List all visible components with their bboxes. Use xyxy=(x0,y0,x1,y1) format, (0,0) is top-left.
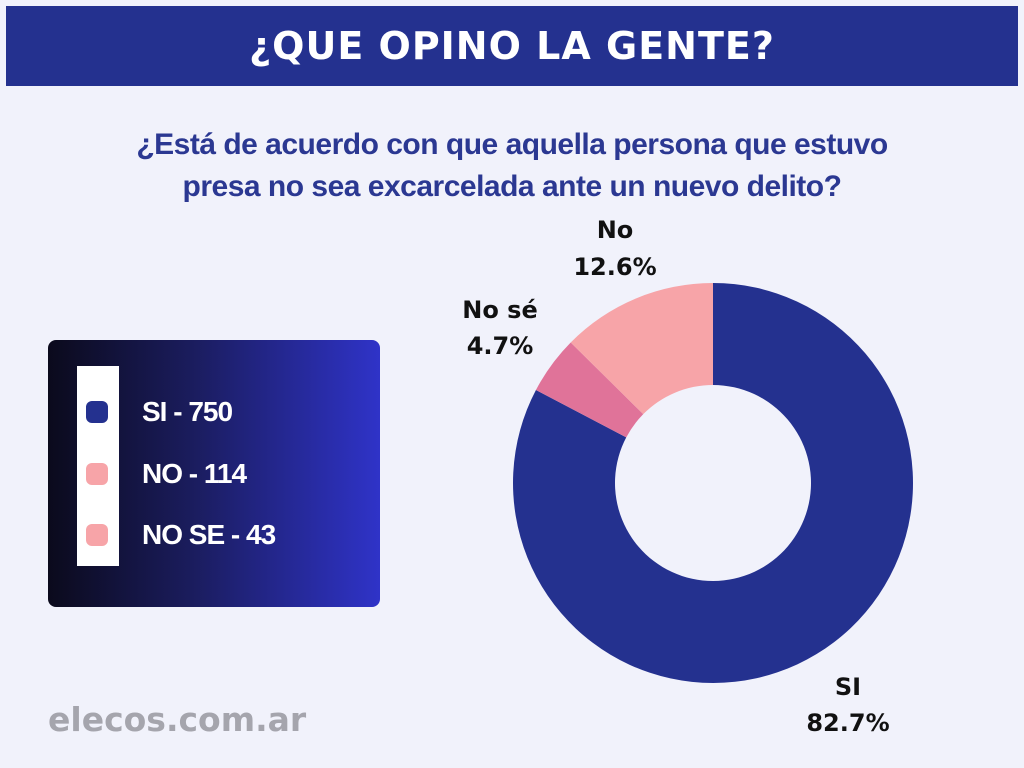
legend-label-si: SI - 750 xyxy=(142,396,233,427)
slice-label-si-value: 82.7% xyxy=(806,709,889,737)
legend-label-no: NO - 114 xyxy=(142,458,247,489)
legend-swatch-no xyxy=(86,463,108,485)
question-line-2: presa no sea excarcelada ante un nuevo d… xyxy=(182,170,842,203)
donut-slices xyxy=(512,283,913,683)
footer-site: elecos.com.ar xyxy=(48,700,307,739)
legend-swatch-si xyxy=(86,401,108,423)
legend-item-si: SI - 750 xyxy=(86,396,233,428)
slice-label-nose-name: No sé xyxy=(462,296,538,324)
slice-label-si-name: SI xyxy=(835,673,861,701)
slice-label-no-value: 12.6% xyxy=(573,253,656,281)
donut-slice-nose xyxy=(535,342,644,438)
legend-item-nose: NO SE - 43 xyxy=(86,519,276,551)
legend-label-nose: NO SE - 43 xyxy=(142,519,276,550)
page-title: ¿QUE OPINO LA GENTE? xyxy=(249,24,775,68)
legend-item-no: NO - 114 xyxy=(86,458,247,490)
slice-label-no-name: No xyxy=(597,216,634,244)
survey-question: ¿Está de acuerdo con que aquella persona… xyxy=(20,124,1004,208)
question-line-1: ¿Está de acuerdo con que aquella persona… xyxy=(136,128,888,161)
donut-slice-si xyxy=(512,283,913,683)
header-banner: ¿QUE OPINO LA GENTE? xyxy=(6,6,1018,86)
legend-swatch-nose xyxy=(86,524,108,546)
donut-slice-no xyxy=(570,283,713,415)
slice-label-nose-value: 4.7% xyxy=(467,332,534,360)
